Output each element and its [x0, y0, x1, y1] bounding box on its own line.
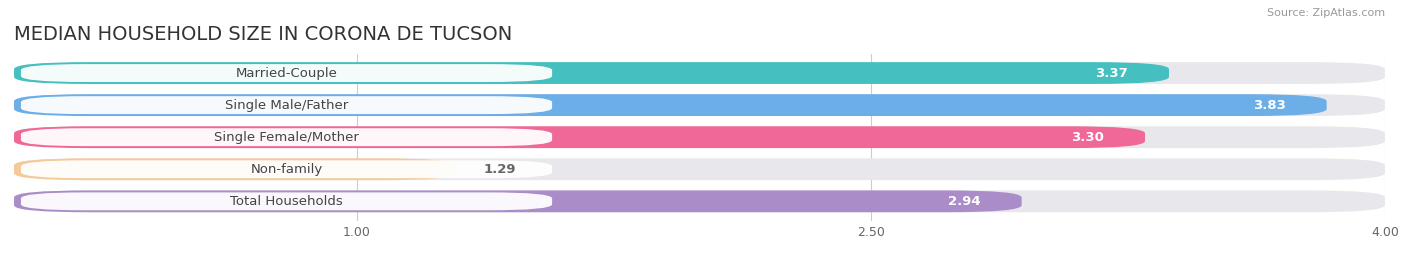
FancyBboxPatch shape	[21, 64, 553, 82]
FancyBboxPatch shape	[14, 158, 456, 180]
FancyBboxPatch shape	[14, 62, 1168, 84]
Text: 1.29: 1.29	[484, 163, 516, 176]
Text: Non-family: Non-family	[250, 163, 322, 176]
FancyBboxPatch shape	[21, 192, 553, 210]
FancyBboxPatch shape	[21, 96, 553, 114]
FancyBboxPatch shape	[14, 158, 1385, 180]
FancyBboxPatch shape	[14, 190, 1385, 212]
Text: MEDIAN HOUSEHOLD SIZE IN CORONA DE TUCSON: MEDIAN HOUSEHOLD SIZE IN CORONA DE TUCSO…	[14, 25, 512, 44]
FancyBboxPatch shape	[14, 94, 1385, 116]
FancyBboxPatch shape	[14, 126, 1144, 148]
Text: Single Female/Mother: Single Female/Mother	[214, 131, 359, 144]
FancyBboxPatch shape	[14, 62, 1385, 84]
Text: 2.94: 2.94	[948, 195, 980, 208]
Text: Married-Couple: Married-Couple	[236, 66, 337, 80]
Text: Total Households: Total Households	[231, 195, 343, 208]
Text: Single Male/Father: Single Male/Father	[225, 99, 349, 112]
Text: Source: ZipAtlas.com: Source: ZipAtlas.com	[1267, 8, 1385, 18]
FancyBboxPatch shape	[14, 190, 1022, 212]
Text: 3.30: 3.30	[1071, 131, 1104, 144]
Text: 3.37: 3.37	[1095, 66, 1128, 80]
FancyBboxPatch shape	[14, 126, 1385, 148]
FancyBboxPatch shape	[21, 128, 553, 146]
FancyBboxPatch shape	[14, 94, 1327, 116]
Text: 3.83: 3.83	[1253, 99, 1285, 112]
FancyBboxPatch shape	[21, 160, 553, 178]
